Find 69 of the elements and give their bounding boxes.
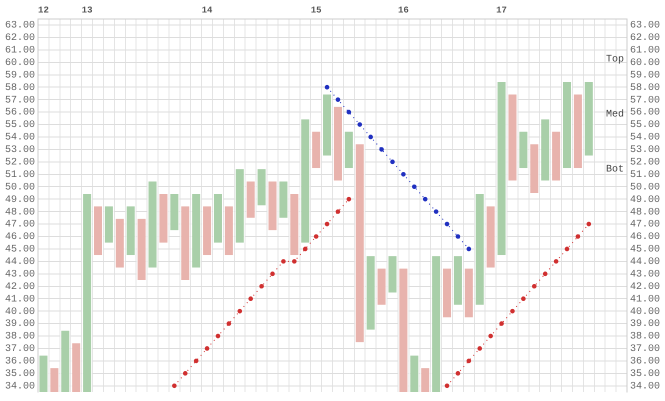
y2-tick-label: 52.00	[630, 158, 660, 168]
y2-tick-label: 44.00	[630, 257, 660, 268]
y-tick-label: 42.00	[4, 282, 36, 293]
y-tick-label: 47.00	[4, 220, 36, 231]
y-tick-label: 60.00	[4, 58, 36, 69]
y2-tick-label: 49.00	[630, 194, 660, 206]
y2-tick-label: 48.00	[630, 207, 660, 218]
y-tick-label: 63.00	[4, 20, 36, 32]
y2-tick-label: 59.00	[630, 70, 660, 82]
y2-tick-label: 41.00	[630, 294, 660, 306]
y-tick-label: 50.00	[4, 182, 36, 194]
y-tick-label: 57.00	[4, 95, 36, 106]
y-tick-label: 44.00	[4, 257, 36, 268]
y2-tick-label: 53.00	[630, 145, 660, 156]
y-tick-label: 39.00	[4, 319, 36, 330]
y2-tick-label: 38.00	[630, 332, 660, 343]
y-tick-label: 37.00	[4, 344, 36, 356]
y2-tick-label: 61.00	[630, 46, 660, 57]
y-tick-label: 62.00	[4, 33, 36, 44]
y2-tick-label: 56.00	[630, 108, 660, 119]
y2-tick-label: 57.00	[630, 95, 660, 106]
y-tick-label: 49.00	[4, 194, 36, 206]
y2-tick-label: 62.00	[630, 33, 660, 44]
y2-tick-label: 42.00	[630, 282, 660, 293]
y2-tick-label: 37.00	[630, 344, 660, 356]
y2-tick-label: 47.00	[630, 220, 660, 231]
y2-tick-label: 43.00	[630, 269, 660, 280]
y2-tick-label: 54.00	[630, 132, 660, 144]
y-tick-label: 61.00	[4, 46, 36, 57]
y-tick-label: 45.00	[4, 244, 36, 256]
y2-tick-label: 55.00	[630, 120, 660, 132]
y-tick-label: 51.00	[4, 170, 36, 181]
y-tick-label: 40.00	[4, 306, 36, 318]
y-tick-label: 53.00	[4, 145, 36, 156]
y2-tick-label: 50.00	[630, 182, 660, 194]
y2-tick-label: 51.00	[630, 170, 660, 181]
x-tick-label: 15	[310, 6, 322, 16]
y-tick-label: 55.00	[4, 120, 36, 132]
y2-tick-label: 34.00	[630, 381, 660, 392]
x-tick-label: 17	[496, 6, 507, 16]
x-tick-label: 12	[38, 6, 49, 16]
annotation: Med	[606, 108, 624, 120]
y-tick-label: 43.00	[4, 269, 36, 280]
y-tick-label: 54.00	[4, 132, 36, 144]
y-tick-label: 56.00	[4, 108, 36, 119]
y2-tick-label: 35.00	[630, 368, 660, 380]
y-tick-label: 34.00	[4, 381, 36, 392]
y-tick-label: 35.00	[4, 368, 36, 380]
y2-tick-label: 36.00	[630, 356, 660, 368]
y-tick-label: 36.00	[4, 356, 36, 368]
y2-tick-label: 40.00	[630, 306, 660, 318]
y-tick-label: 41.00	[4, 294, 36, 306]
annotation: Top	[606, 54, 624, 66]
y-tick-label: 38.00	[4, 332, 36, 343]
y2-tick-label: 58.00	[630, 82, 660, 94]
x-tick-label: 14	[202, 6, 214, 16]
y2-tick-label: 46.00	[630, 232, 660, 244]
x-tick-label: 13	[82, 6, 92, 16]
y-tick-label: 59.00	[4, 70, 36, 82]
x-tick-label: 16	[398, 6, 409, 16]
y-tick-label: 58.00	[4, 82, 36, 94]
y2-tick-label: 63.00	[630, 20, 660, 32]
y-tick-label: 52.00	[4, 158, 36, 168]
y-tick-label: 46.00	[4, 232, 36, 244]
y2-tick-label: 60.00	[630, 58, 660, 69]
y2-tick-label: 39.00	[630, 319, 660, 330]
annotation: Bot	[606, 164, 624, 176]
y2-tick-label: 45.00	[630, 244, 660, 256]
y-tick-label: 48.00	[4, 207, 36, 218]
